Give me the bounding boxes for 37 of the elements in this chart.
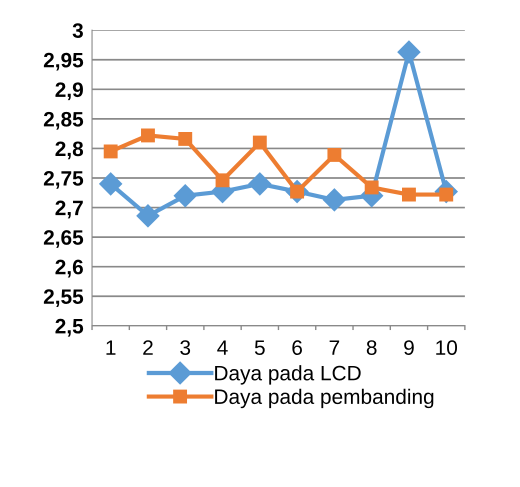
point <box>252 136 267 150</box>
y-tick-label: 2,6 <box>55 260 83 278</box>
y-tick-label: 2,5 <box>55 318 84 337</box>
y-tick-label: 2,95 <box>44 52 84 71</box>
y-tick-label: 2,8 <box>55 141 84 160</box>
point <box>322 188 346 212</box>
point <box>397 40 420 64</box>
y-tick-label: 2,7 <box>55 200 83 218</box>
point <box>141 128 155 142</box>
point <box>136 204 160 228</box>
x-tick-label: 2 <box>143 340 153 355</box>
x-tick-label: 4 <box>217 340 228 355</box>
y-tick-label: 3 <box>72 23 83 38</box>
legend-label: Daya pada pembanding <box>215 388 434 408</box>
y-tick-label: 2,85 <box>44 112 84 130</box>
point <box>104 144 118 158</box>
x-tick-label: 9 <box>404 340 414 355</box>
point <box>174 184 197 208</box>
point <box>364 180 379 194</box>
point <box>327 148 342 162</box>
x-tick-label: 7 <box>330 340 340 355</box>
y-tick-label: 2,55 <box>44 289 84 308</box>
x-tick-label: 1 <box>106 340 116 355</box>
point <box>248 172 272 196</box>
point <box>216 173 230 188</box>
point <box>99 172 122 196</box>
y-tick-label: 2,65 <box>44 230 84 248</box>
y-tick-label: 2,75 <box>44 171 84 189</box>
x-tick-label: 6 <box>292 340 302 355</box>
x-tick-label: 10 <box>436 340 458 355</box>
x-tick-label: 5 <box>254 340 265 355</box>
point <box>178 132 192 146</box>
x-tick-label: 8 <box>366 340 377 355</box>
legend-label: Daya pada LCD <box>215 365 361 385</box>
point <box>402 188 416 202</box>
y-tick-label: 2,9 <box>55 82 83 100</box>
x-tick-label: 3 <box>180 340 190 355</box>
